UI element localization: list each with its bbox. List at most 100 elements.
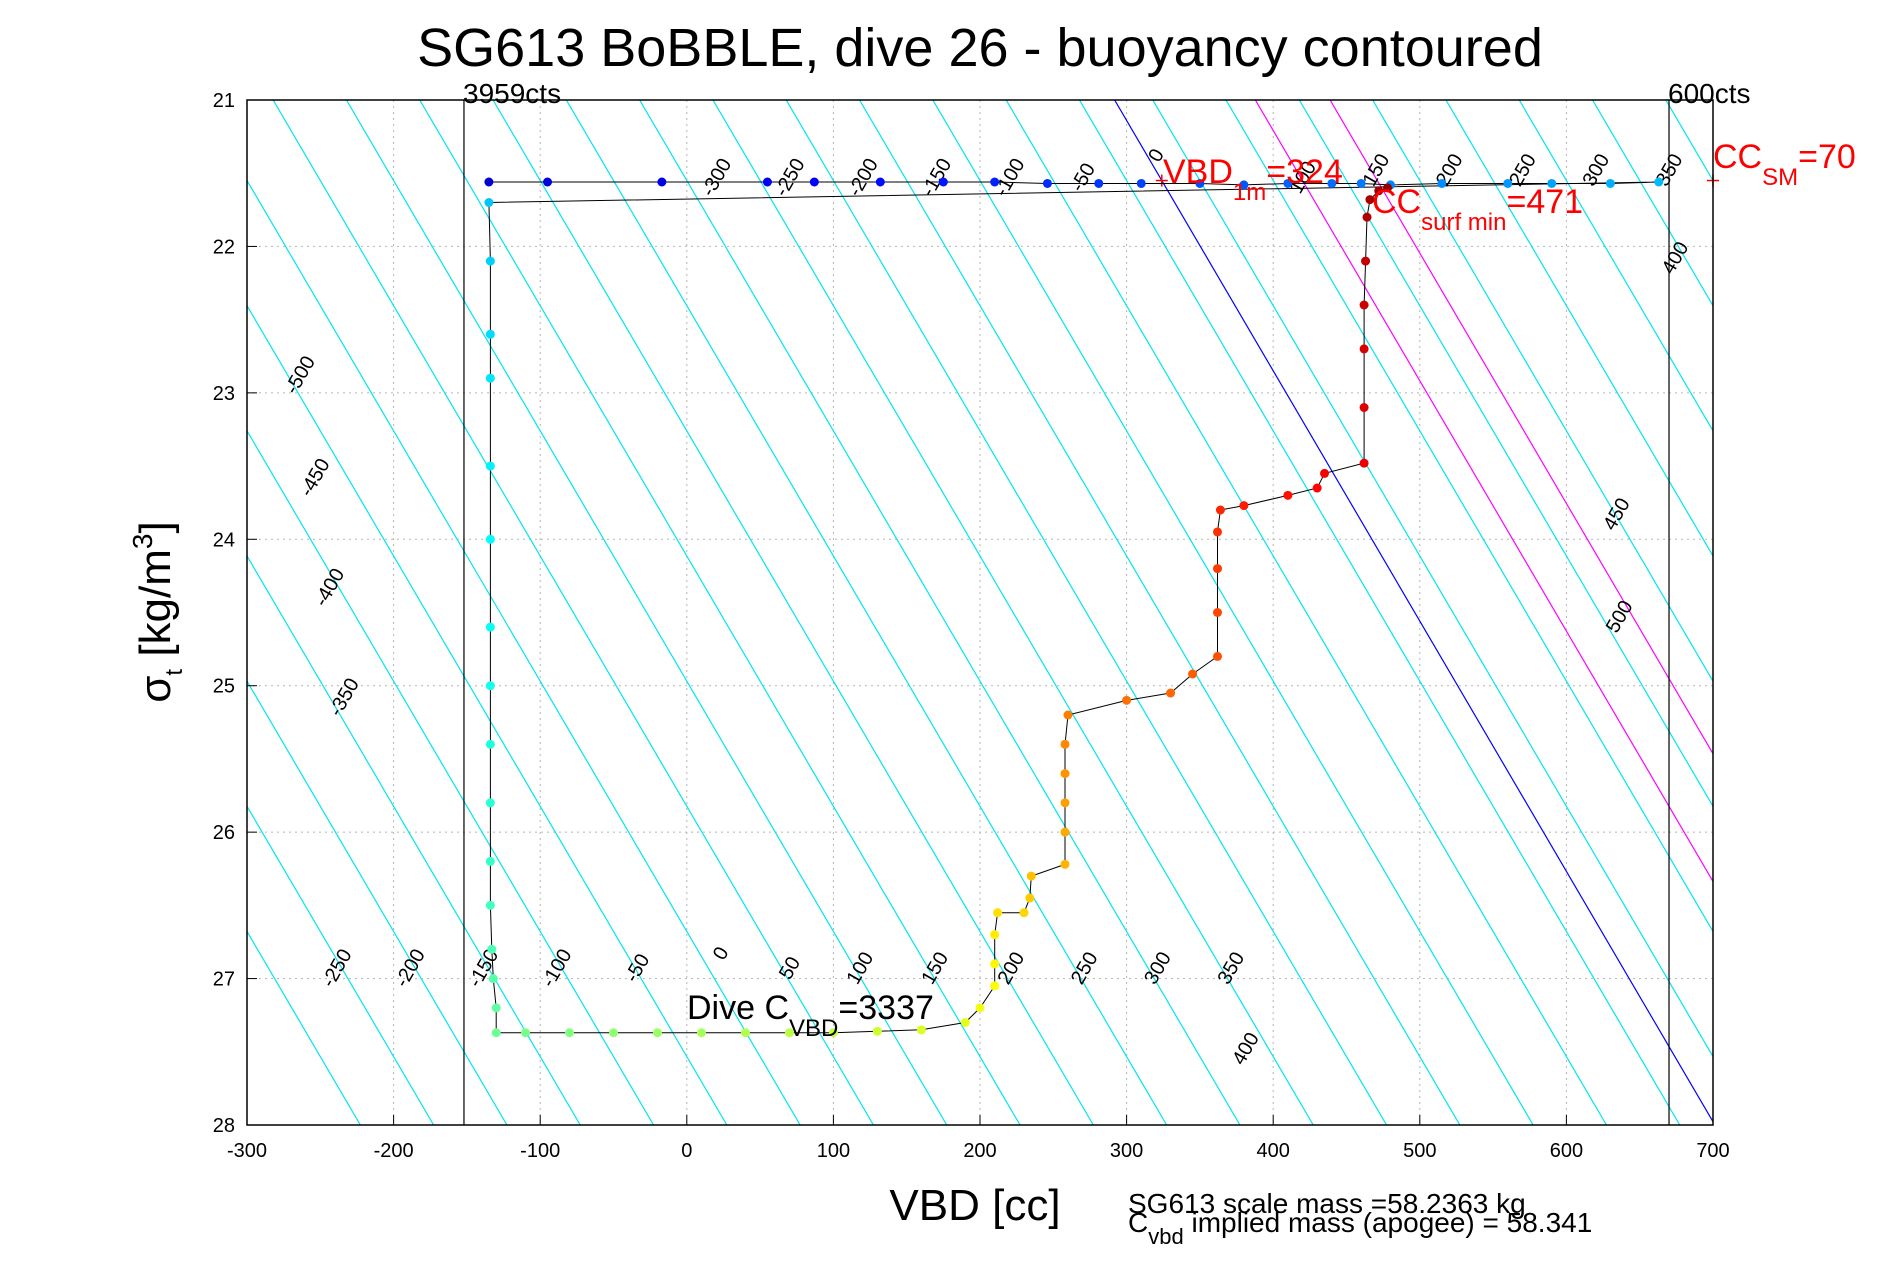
plot-area (247, 100, 1713, 1125)
data-point (1359, 458, 1369, 468)
data-point (1283, 490, 1293, 500)
magenta-contour-line (1329, 100, 1713, 755)
contour-line (345, 100, 948, 1125)
y-tick-label: 25 (213, 676, 235, 698)
data-point (521, 1028, 531, 1038)
data-point (1547, 178, 1557, 188)
y-axis-ticks: 21 22 23 24 25 26 27 28 (213, 90, 257, 1137)
x-tick-label: 700 (1696, 1140, 1729, 1162)
data-point (1283, 178, 1293, 188)
contour-line (1298, 100, 1713, 808)
x-tick-label: -300 (227, 1140, 267, 1162)
data-point (1383, 183, 1393, 193)
data-point (488, 974, 498, 984)
data-point (809, 177, 819, 187)
buoyancy-contours (247, 100, 1891, 1125)
contour-line (1078, 100, 1681, 1125)
contour-line (1812, 100, 1891, 1125)
data-point (1060, 827, 1070, 837)
data-point (1215, 505, 1225, 515)
data-point (872, 1026, 882, 1036)
x-tick-label: 200 (963, 1140, 996, 1162)
data-point (990, 177, 1000, 187)
data-point (1060, 798, 1070, 808)
contour-line (1592, 100, 1713, 307)
contour-line (1372, 100, 1713, 683)
data-point (960, 1018, 970, 1027)
contour-line (492, 100, 1094, 1125)
data-point (1356, 178, 1366, 188)
data-point (1094, 178, 1104, 188)
contour-line (247, 554, 581, 1125)
annotation-cc-sm: CCSM=70 (1713, 138, 1856, 191)
contour-line (1445, 100, 1713, 558)
data-point (916, 1025, 926, 1035)
contour-line (1005, 100, 1607, 1125)
contour-line (247, 805, 435, 1125)
data-point (1437, 178, 1447, 188)
contour-line (1225, 100, 1713, 933)
data-point (762, 177, 772, 187)
y-tick-label: 26 (213, 822, 235, 844)
y-tick-label: 27 (213, 969, 235, 991)
dive-points (484, 177, 1664, 1038)
y-tick-label: 23 (213, 383, 235, 405)
contour-line (859, 100, 1461, 1125)
data-point (485, 329, 495, 339)
pump-limit-label-right: 600cts (1668, 78, 1751, 109)
data-point (1063, 710, 1073, 720)
x-tick-label: 0 (681, 1140, 692, 1162)
x-tick-label: 500 (1403, 1140, 1436, 1162)
x-tick-label: 600 (1550, 1140, 1583, 1162)
data-point (1239, 501, 1249, 511)
data-point (975, 1003, 985, 1013)
data-point (485, 681, 495, 691)
data-point (1060, 859, 1070, 869)
x-tick-label: -100 (520, 1140, 560, 1162)
data-point (1136, 178, 1146, 188)
data-point (1212, 651, 1222, 661)
contour-line (247, 179, 801, 1125)
chart-title: SG613 BoBBLE, dive 26 - buoyancy contour… (417, 18, 1543, 78)
contour-line (247, 429, 655, 1125)
contour-line (247, 304, 728, 1125)
data-point (1320, 468, 1330, 478)
contour-line (247, 679, 508, 1125)
annotation-dive-c-vbd: Dive CVBD=3337 (687, 989, 934, 1042)
footer-implied-mass: Cvbd implied mass (apogee) = 58.341 (1128, 1207, 1592, 1249)
data-point (1312, 483, 1322, 493)
data-point (1025, 893, 1035, 903)
contour-line (932, 100, 1534, 1125)
data-point (543, 177, 553, 187)
data-point (938, 177, 948, 187)
data-point (990, 930, 1000, 940)
data-point (487, 944, 497, 954)
data-point (1374, 186, 1384, 196)
x-tick-label: -200 (374, 1140, 414, 1162)
data-point (1362, 212, 1372, 222)
data-point (1605, 178, 1615, 188)
data-point (485, 798, 495, 808)
data-point (1026, 871, 1036, 881)
magenta-contour-line (1254, 100, 1713, 883)
data-point (485, 856, 495, 866)
data-point (485, 900, 495, 910)
data-point (1359, 300, 1369, 310)
contour-line (639, 100, 1241, 1125)
contour-line (272, 100, 874, 1125)
data-point (784, 1028, 794, 1038)
data-point (1122, 695, 1132, 705)
data-point (828, 1028, 838, 1038)
data-point (485, 622, 495, 632)
contour-line (1518, 100, 1713, 433)
data-point (1361, 256, 1371, 266)
data-point (1195, 178, 1205, 188)
data-point (1239, 180, 1249, 190)
data-point (875, 177, 885, 187)
data-point (491, 1028, 501, 1038)
data-point (740, 1028, 750, 1038)
data-point (1212, 564, 1222, 574)
data-point (565, 1028, 575, 1038)
data-point (652, 1028, 662, 1038)
footer-scale-mass: SG613 scale mass =58.2363 kg (1128, 1188, 1526, 1219)
